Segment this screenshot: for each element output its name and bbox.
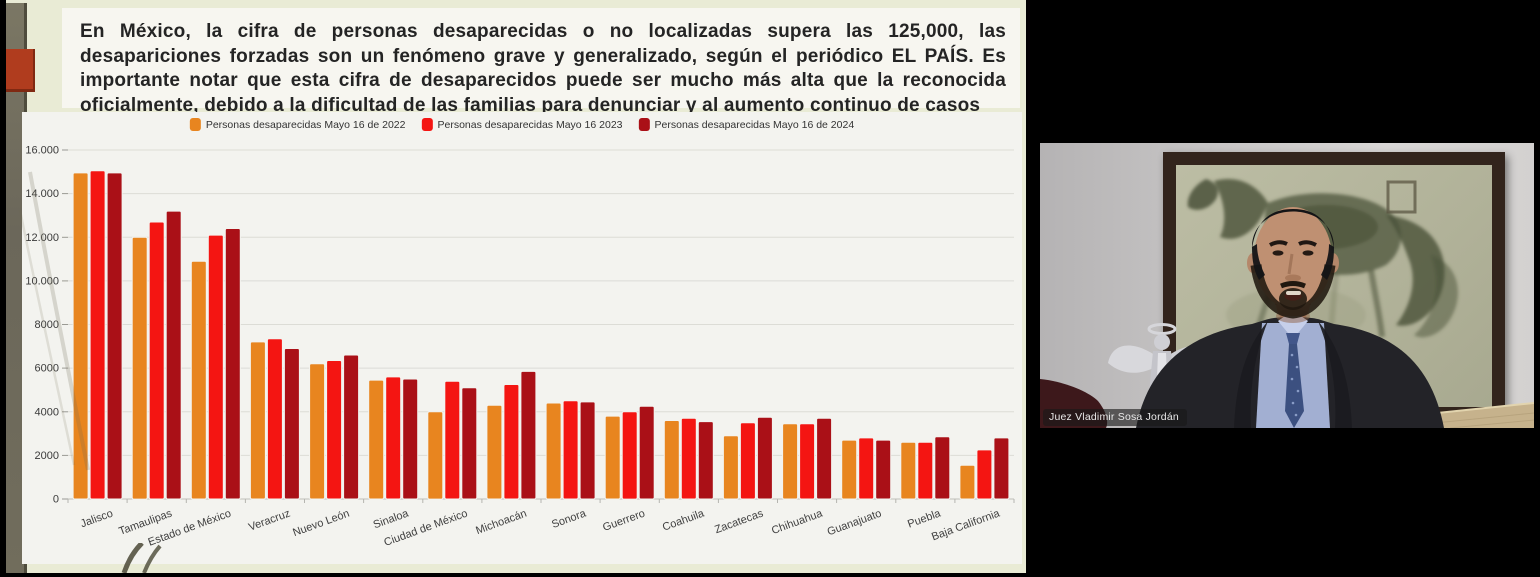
- legend-label: Personas desaparecidas Mayo 16 de 2024: [654, 118, 855, 131]
- red-accent-square: [6, 49, 35, 92]
- legend-item: Personas desaparecidas Mayo 16 2023: [421, 118, 623, 131]
- bar-series-2: [106, 172, 123, 500]
- shared-slide: En México, la cifra de personas desapare…: [6, 0, 1026, 573]
- legend-label: Personas desaparecidas Mayo 16 de 2022: [205, 118, 406, 131]
- bar-series-0: [722, 435, 739, 500]
- bar-series-1: [680, 417, 697, 500]
- bar-series-1: [89, 170, 106, 500]
- legend-label: Personas desaparecidas Mayo 16 2023: [437, 118, 623, 131]
- bar-series-1: [444, 380, 461, 500]
- bar-series-0: [959, 464, 976, 500]
- legend-item: Personas desaparecidas Mayo 16 de 2024: [638, 118, 855, 131]
- bar-series-2: [697, 421, 714, 500]
- bar-series-1: [503, 384, 520, 500]
- x-tick-label: Coahuila: [661, 507, 707, 533]
- y-tick-label: 6000: [35, 363, 59, 375]
- bar-series-0: [309, 363, 326, 500]
- x-tick-label: Guerrero: [601, 508, 646, 534]
- tie: [1285, 333, 1304, 428]
- bar-series-2: [638, 405, 655, 500]
- bar-chart: 0 2000 4000 6000 8000 10.000 12.000 14.000 16.00…: [25, 145, 1015, 549]
- bar-series-1: [621, 411, 638, 500]
- bar-series-1: [799, 423, 816, 500]
- x-tick-label: Sonora: [550, 507, 588, 531]
- legend-swatch-icon: [421, 118, 433, 131]
- participant-person: [1136, 207, 1444, 428]
- x-tick-label: Jalisco: [79, 508, 115, 531]
- participant-video[interactable]: Juez Vladimir Sosa Jordán: [1040, 143, 1534, 428]
- bar-series-0: [368, 379, 385, 500]
- y-tick-label: 0: [53, 494, 59, 506]
- bar-series-2: [165, 210, 182, 500]
- bar-series-2: [875, 439, 892, 500]
- bar-series-1: [326, 360, 343, 500]
- y-tick-label: 14.000: [25, 188, 59, 200]
- y-tick-label: 4000: [35, 406, 59, 418]
- bar-series-0: [545, 402, 562, 500]
- name-badge: Juez Vladimir Sosa Jordán: [1043, 409, 1187, 426]
- bar-series-0: [131, 236, 148, 500]
- legend-swatch-icon: [189, 118, 201, 131]
- bar-series-2: [402, 378, 419, 500]
- bar-series-1: [858, 437, 875, 500]
- x-tick-label: Sinaloa: [372, 507, 411, 531]
- x-tick-label: Baja California: [930, 507, 1002, 543]
- x-tick-label: Chihuahua: [770, 507, 825, 537]
- bar-series-2: [520, 370, 537, 500]
- bar-series-0: [427, 411, 444, 500]
- bar-series-2: [993, 437, 1010, 500]
- bar-series-2: [283, 348, 300, 500]
- chart-legend: Personas desaparecidas Mayo 16 de 2022 P…: [189, 118, 855, 131]
- slide-title-box: En México, la cifra de personas desapare…: [62, 8, 1020, 116]
- bar-series-0: [72, 172, 89, 500]
- bar-series-1: [148, 221, 165, 500]
- painting-seal: [1386, 180, 1417, 214]
- x-tick-label: Zacatecas: [713, 507, 765, 536]
- bar-series-2: [461, 387, 478, 500]
- bar-series-2: [756, 416, 773, 500]
- y-tick-label: 2000: [35, 450, 59, 462]
- bar-series-0: [249, 341, 266, 500]
- x-tick-label: Puebla: [906, 507, 943, 530]
- bar-series-2: [579, 401, 596, 500]
- bar-series-0: [900, 441, 917, 500]
- bar-series-1: [207, 234, 224, 500]
- bar-series-2: [224, 228, 241, 500]
- bar-series-0: [190, 260, 207, 500]
- bar-series-2: [934, 436, 951, 500]
- y-tick-label: 8000: [35, 319, 59, 331]
- x-tick-label: Nuevo León: [291, 508, 351, 540]
- bar-series-2: [343, 354, 360, 500]
- bar-series-0: [841, 439, 858, 500]
- bar-series-0: [663, 420, 680, 500]
- bar-series-2: [816, 417, 833, 500]
- bar-series-0: [486, 404, 503, 500]
- bar-series-1: [266, 338, 283, 500]
- x-tick-label: Guanajuato: [826, 508, 884, 539]
- x-tick-label: Michoacán: [474, 508, 528, 537]
- y-tick-label: 12.000: [25, 232, 59, 244]
- bar-series-1: [917, 441, 934, 500]
- chart-panel: 0 2000 4000 6000 8000 10.000 12.000 14.000 16.00…: [22, 112, 1022, 564]
- x-tick-label: Veracruz: [247, 508, 292, 534]
- participant-name: Juez Vladimir Sosa Jordán: [1049, 411, 1179, 423]
- y-tick-label: 10.000: [25, 275, 59, 287]
- legend-swatch-icon: [638, 118, 650, 131]
- bar-series-1: [739, 422, 756, 500]
- bar-series-0: [782, 423, 799, 500]
- y-tick-label: 16.000: [25, 145, 59, 157]
- legend-item: Personas desaparecidas Mayo 16 de 2022: [189, 118, 406, 131]
- slide-title: En México, la cifra de personas desapare…: [80, 21, 1006, 117]
- bar-series-1: [562, 400, 579, 500]
- bar-series-0: [604, 415, 621, 500]
- participant-figure: [1040, 207, 1534, 428]
- bar-series-1: [976, 449, 993, 500]
- bar-series-1: [385, 376, 402, 500]
